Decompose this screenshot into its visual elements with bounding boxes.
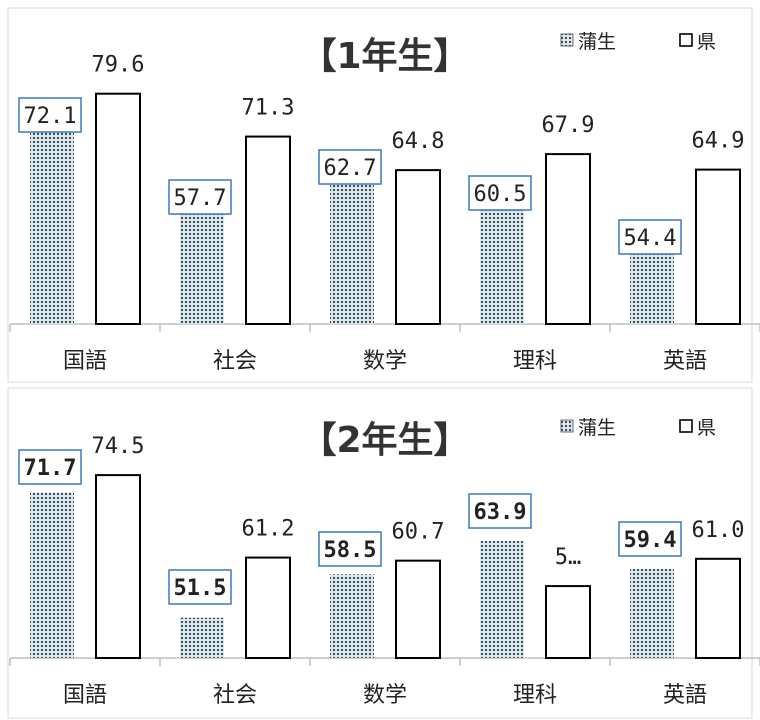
bar-local [330,180,374,324]
charts-root: 【1年生】 蒲生 県国語72.179.6社会57.771.3数学62.764.8理科… [7,7,760,719]
data-label-box-local [18,449,82,485]
bar-pref [395,169,441,325]
bar-pref [545,153,591,325]
legend-label-local: 蒲生 [578,31,616,53]
legend-swatch-local [560,419,574,433]
data-label-box-local [168,569,232,605]
x-tick-label: 社会 [213,683,257,708]
bar-pref [95,92,141,326]
legend-label-local: 蒲生 [578,417,616,439]
bar-pref [695,168,741,325]
data-label-box-local [468,493,532,529]
data-label-pref: 79.6 [92,53,145,78]
x-tick-label: 国語 [63,683,107,708]
bar-pref [245,556,291,659]
data-label-local: 62.7 [324,156,377,181]
bar-local [630,568,674,658]
data-label-pref: 5… [555,545,582,570]
data-label-local: 72.1 [24,104,77,129]
data-label-pref: 71.3 [242,96,295,121]
chart-panel-2: 【2年生】 蒲生 県国語 71.7 74.5 社会 51.5 61.2 数学 58.5 60.7 理科… [7,387,760,719]
x-tick-label: 数学 [363,349,407,374]
chart-title: 【2年生】 [300,420,469,461]
data-label-box-local [168,179,232,215]
data-label-box-local [318,149,382,185]
data-label-local: 51.5 [174,576,227,601]
data-label-local: 54.4 [624,226,677,251]
data-label-pref: 60.7 [392,520,445,545]
chart-title: 【1年生】 [300,36,469,77]
legend-swatch-local [560,33,574,47]
x-tick-label: 理科 [513,349,557,374]
data-label-pref: 61.2 [242,517,295,542]
legend-label-pref: 県 [697,417,716,439]
x-tick-label: 社会 [213,349,257,374]
legend: 蒲生 県 [560,31,716,53]
data-label-pref: 61.0 [692,518,745,543]
data-label-pref: 74.5 [92,434,145,459]
bar-pref [395,559,441,659]
data-label-box-local [618,219,682,255]
data-label-local: 60.5 [474,182,527,207]
data-label-box-local [18,97,82,133]
legend-swatch-pref [679,419,693,433]
x-tick-label: 理科 [513,683,557,708]
legend-label-pref: 県 [697,31,716,53]
bar-pref [695,557,741,659]
bar-local [30,132,74,324]
data-label-box-local [618,521,682,557]
data-label-local: 71.7 [24,456,77,481]
bar-pref [245,135,291,325]
x-tick-label: 数学 [363,683,407,708]
x-tick-label: 国語 [63,349,107,374]
data-label-local: 63.9 [474,500,527,525]
bar-pref [95,474,141,659]
bar-local [180,206,224,324]
bar-local [180,617,224,658]
data-label-box-local [468,175,532,211]
bar-local [480,192,524,324]
legend-swatch-pref [679,33,693,47]
bar-local [480,540,524,658]
data-label-pref: 64.8 [392,129,445,154]
data-label-local: 59.4 [624,528,677,553]
bar-pref [545,585,591,660]
data-label-local: 57.7 [174,186,227,211]
legend: 蒲生 県 [560,417,716,439]
bar-local [30,492,74,658]
data-label-local: 58.5 [324,538,377,563]
x-tick-label: 英語 [663,683,707,708]
data-label-box-local [318,531,382,567]
x-tick-label: 英語 [663,349,707,374]
chart-panel-1: 【1年生】 蒲生 県国語 72.1 79.6 社会 57.7 71.3 数学 62.7 64.8 理科… [7,7,760,383]
bar-local [330,574,374,658]
data-label-pref: 64.9 [692,129,745,154]
data-label-pref: 67.9 [542,113,595,138]
